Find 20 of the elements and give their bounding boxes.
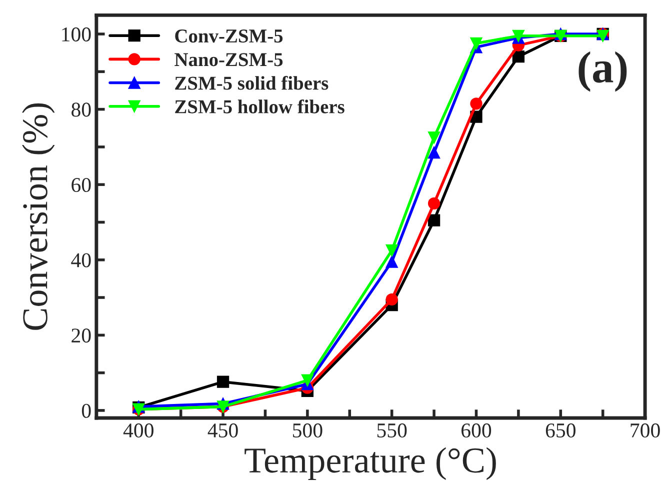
y-tick-label: 100 bbox=[62, 27, 91, 42]
x-tick-label: 700 bbox=[630, 423, 660, 438]
legend-label: ZSM-5 hollow fibers bbox=[175, 99, 344, 114]
x-tick-label: 500 bbox=[293, 423, 322, 438]
annotation: (a) bbox=[578, 51, 627, 92]
y-axis-title: Conversion (%) bbox=[22, 103, 55, 330]
y-tick-label: 80 bbox=[72, 102, 91, 117]
y-tick-label: 20 bbox=[72, 328, 91, 343]
y-tick-label: 40 bbox=[71, 253, 91, 268]
x-tick-label: 400 bbox=[123, 423, 154, 438]
x-tick-label: 650 bbox=[546, 423, 576, 438]
legend-label: Conv-ZSM-5 bbox=[175, 30, 283, 43]
x-axis-title: Temperature (°C) bbox=[244, 447, 496, 480]
legend-label: Nano-ZSM-5 bbox=[174, 53, 283, 66]
y-tick-label: 0 bbox=[82, 404, 91, 418]
x-tick-label: 600 bbox=[462, 423, 492, 438]
x-tick-label: 550 bbox=[377, 423, 407, 438]
x-tick-label: 450 bbox=[208, 423, 238, 438]
legend-label: ZSM-5 solid fibers bbox=[175, 76, 328, 90]
y-tick-label: 60 bbox=[72, 178, 91, 192]
